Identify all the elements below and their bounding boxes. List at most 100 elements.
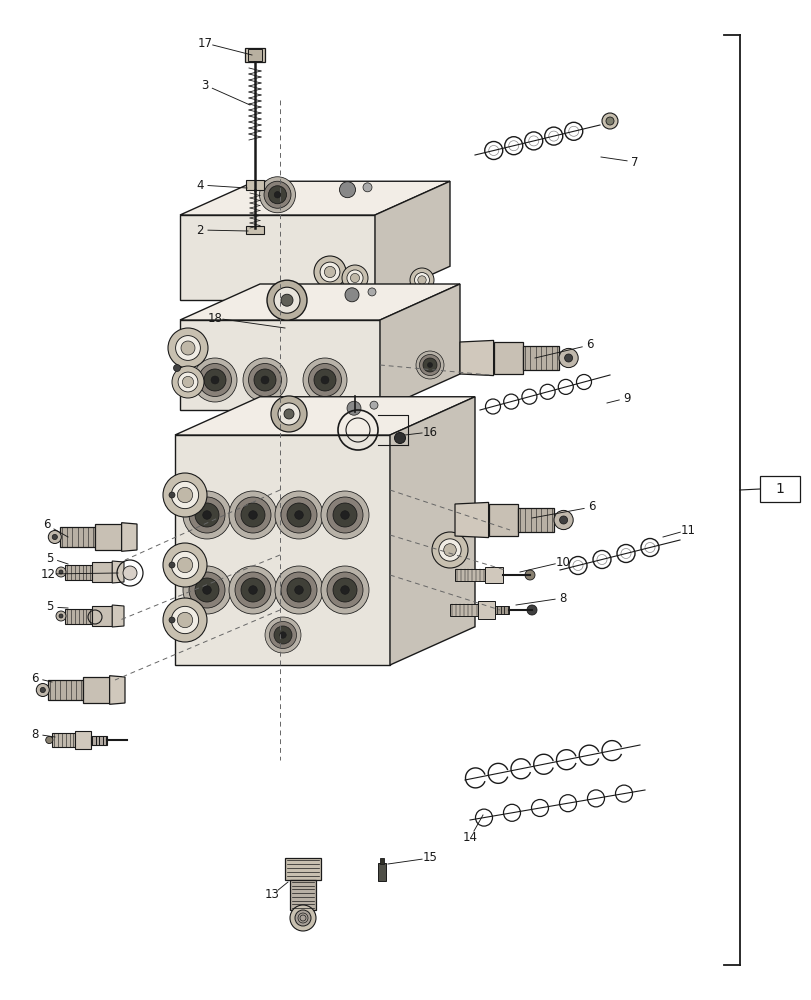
Circle shape bbox=[290, 905, 315, 931]
Circle shape bbox=[281, 572, 316, 608]
Circle shape bbox=[275, 566, 323, 614]
Circle shape bbox=[525, 570, 534, 580]
Circle shape bbox=[177, 487, 192, 503]
Circle shape bbox=[268, 186, 286, 204]
Circle shape bbox=[178, 372, 198, 392]
Circle shape bbox=[234, 497, 271, 533]
Circle shape bbox=[367, 288, 375, 296]
Circle shape bbox=[177, 557, 192, 573]
Circle shape bbox=[172, 366, 204, 398]
Circle shape bbox=[182, 376, 193, 388]
Circle shape bbox=[308, 363, 341, 396]
Circle shape bbox=[163, 598, 207, 642]
Text: 8: 8 bbox=[32, 728, 39, 740]
Circle shape bbox=[241, 503, 264, 527]
Circle shape bbox=[284, 409, 294, 419]
Circle shape bbox=[333, 578, 357, 602]
Bar bbox=[488, 504, 517, 536]
Polygon shape bbox=[454, 502, 488, 538]
FancyBboxPatch shape bbox=[378, 863, 385, 881]
Circle shape bbox=[189, 572, 225, 608]
Polygon shape bbox=[180, 284, 460, 320]
Circle shape bbox=[327, 572, 363, 608]
Circle shape bbox=[56, 567, 66, 577]
Circle shape bbox=[346, 401, 361, 415]
Polygon shape bbox=[112, 561, 124, 583]
Text: 6: 6 bbox=[31, 672, 39, 684]
Circle shape bbox=[248, 586, 257, 594]
Circle shape bbox=[303, 358, 346, 402]
Bar bbox=[60, 527, 95, 547]
Circle shape bbox=[195, 503, 219, 527]
Circle shape bbox=[189, 497, 225, 533]
Circle shape bbox=[264, 617, 301, 653]
Circle shape bbox=[274, 192, 281, 198]
Polygon shape bbox=[122, 523, 137, 551]
Circle shape bbox=[174, 364, 180, 371]
Circle shape bbox=[280, 632, 286, 638]
Circle shape bbox=[314, 256, 345, 288]
Circle shape bbox=[427, 362, 432, 368]
Circle shape bbox=[241, 578, 264, 602]
Circle shape bbox=[345, 288, 358, 302]
Text: 2: 2 bbox=[196, 224, 204, 236]
Circle shape bbox=[271, 396, 307, 432]
Circle shape bbox=[171, 481, 199, 509]
Circle shape bbox=[394, 432, 405, 444]
Circle shape bbox=[260, 376, 268, 384]
Circle shape bbox=[56, 611, 66, 621]
Circle shape bbox=[168, 328, 208, 368]
Circle shape bbox=[559, 516, 567, 524]
Bar bbox=[91, 736, 107, 744]
Text: 16: 16 bbox=[422, 426, 437, 438]
Circle shape bbox=[339, 182, 355, 198]
Circle shape bbox=[203, 511, 211, 519]
Bar bbox=[522, 346, 558, 370]
Text: 8: 8 bbox=[559, 591, 566, 604]
FancyBboxPatch shape bbox=[380, 858, 384, 864]
Circle shape bbox=[294, 586, 303, 594]
Circle shape bbox=[431, 532, 467, 568]
Circle shape bbox=[281, 294, 293, 306]
Circle shape bbox=[526, 605, 536, 615]
Circle shape bbox=[169, 492, 175, 498]
Circle shape bbox=[320, 262, 340, 282]
Circle shape bbox=[229, 491, 277, 539]
Bar bbox=[95, 524, 122, 550]
Circle shape bbox=[59, 614, 63, 618]
Circle shape bbox=[211, 376, 219, 384]
Text: 15: 15 bbox=[422, 851, 437, 864]
FancyBboxPatch shape bbox=[246, 226, 264, 234]
Circle shape bbox=[553, 510, 573, 530]
FancyBboxPatch shape bbox=[285, 858, 320, 880]
Circle shape bbox=[320, 491, 368, 539]
Circle shape bbox=[45, 736, 53, 744]
Circle shape bbox=[169, 562, 175, 568]
Circle shape bbox=[320, 566, 368, 614]
Bar bbox=[48, 680, 83, 700]
Circle shape bbox=[229, 566, 277, 614]
Circle shape bbox=[314, 369, 336, 391]
Polygon shape bbox=[180, 181, 449, 215]
Circle shape bbox=[260, 177, 295, 213]
Circle shape bbox=[182, 566, 230, 614]
Polygon shape bbox=[389, 397, 474, 665]
Bar bbox=[454, 569, 484, 581]
FancyBboxPatch shape bbox=[246, 180, 264, 190]
Bar bbox=[65, 564, 92, 580]
Bar bbox=[484, 567, 502, 583]
Polygon shape bbox=[380, 284, 460, 410]
Text: 5: 5 bbox=[46, 552, 54, 564]
Circle shape bbox=[438, 539, 461, 561]
Polygon shape bbox=[112, 605, 124, 627]
Circle shape bbox=[264, 181, 290, 208]
FancyBboxPatch shape bbox=[290, 880, 315, 910]
Circle shape bbox=[341, 586, 349, 594]
Circle shape bbox=[242, 358, 286, 402]
Circle shape bbox=[286, 503, 311, 527]
Circle shape bbox=[254, 369, 276, 391]
Circle shape bbox=[275, 491, 323, 539]
Text: 6: 6 bbox=[587, 500, 595, 514]
Circle shape bbox=[333, 503, 357, 527]
Bar bbox=[478, 601, 495, 619]
